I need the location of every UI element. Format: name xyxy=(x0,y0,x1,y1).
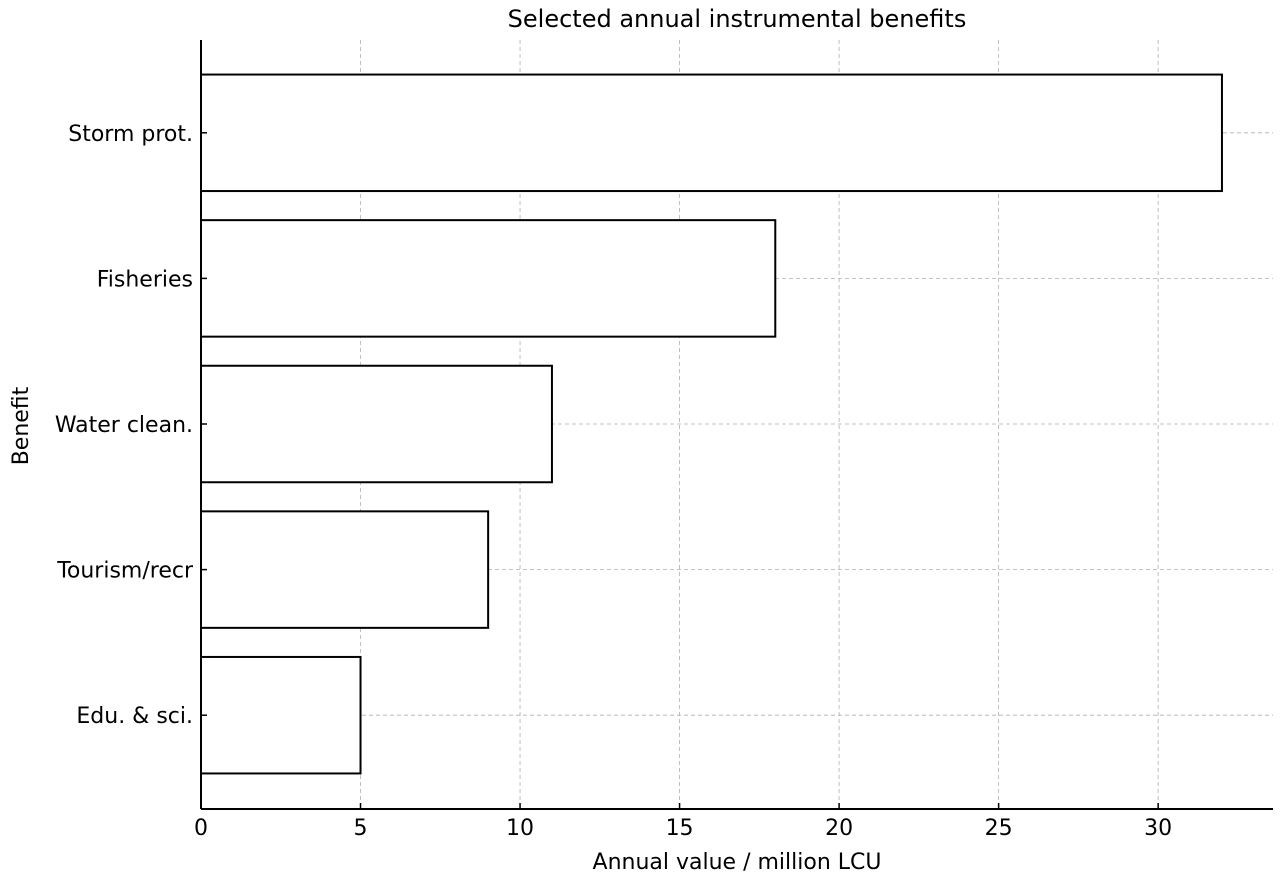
y-tick-label: Tourism/recr xyxy=(56,559,194,584)
y-tick-label: Fisheries xyxy=(97,267,193,292)
x-tick-label: 15 xyxy=(666,816,694,841)
x-tick-label: 25 xyxy=(985,816,1013,841)
x-tick-label: 20 xyxy=(825,816,853,841)
x-ticks: 0 5 10 15 20 25 30 xyxy=(194,803,1172,841)
chart-title: Selected annual instrumental benefits xyxy=(508,5,967,33)
y-ticks: Storm prot. Fisheries Water clean. Tourism/… xyxy=(55,122,207,729)
x-axis-title: Annual value / million LCU xyxy=(593,850,882,875)
bars xyxy=(200,73,1223,775)
bar xyxy=(200,510,490,629)
x-tick-label: 30 xyxy=(1144,816,1172,841)
bar xyxy=(200,73,1223,193)
x-tick-label: 10 xyxy=(506,816,534,841)
bar xyxy=(200,219,777,338)
x-tick-label: 5 xyxy=(354,816,368,841)
y-tick-label: Storm prot. xyxy=(68,122,193,147)
y-axis-title: Benefit xyxy=(9,386,34,465)
bar xyxy=(200,655,362,775)
y-tick-label: Water clean. xyxy=(55,413,193,438)
bar xyxy=(200,364,553,484)
x-tick-label: 0 xyxy=(194,816,208,841)
y-tick-label: Edu. & sci. xyxy=(76,704,193,729)
